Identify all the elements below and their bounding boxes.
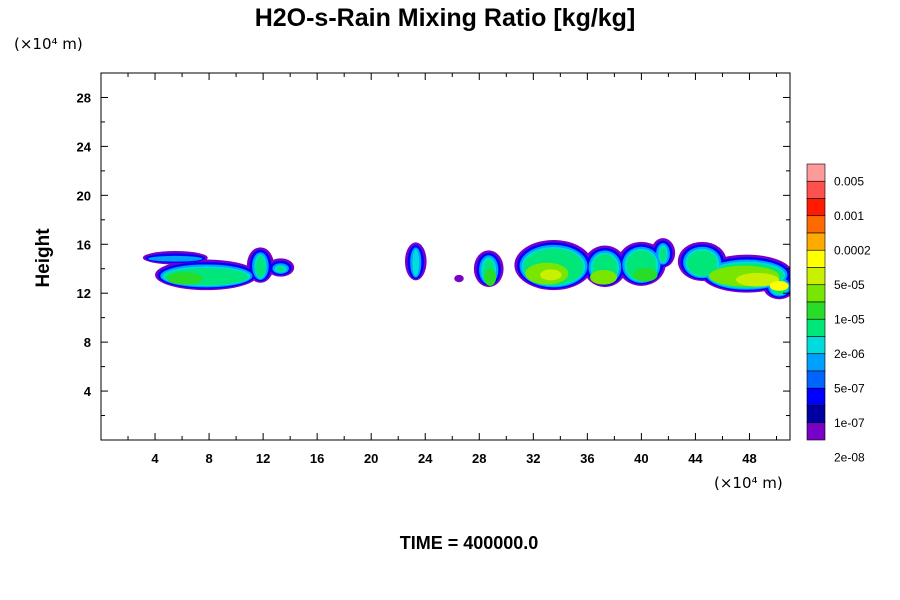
y-tick-label: 20 <box>77 188 91 203</box>
time-label: TIME = 400000.0 <box>400 533 539 553</box>
contour-cell <box>660 246 666 263</box>
legend-swatch <box>806 370 826 389</box>
x-tick-label: 24 <box>418 451 433 466</box>
contour-core <box>540 269 562 281</box>
legend-swatch <box>806 163 826 182</box>
legend-label: 5e-07 <box>834 381 865 395</box>
legend-label: 1e-07 <box>834 416 865 430</box>
y-tick-label: 12 <box>77 286 91 301</box>
legend-label: 0.005 <box>834 174 864 188</box>
legend-swatch <box>806 267 826 286</box>
y-tick-label: 4 <box>84 384 92 399</box>
legend-swatch <box>806 284 826 303</box>
x-tick-label: 4 <box>151 451 159 466</box>
legend-label: 2e-08 <box>834 450 865 464</box>
x-tick-label: 20 <box>364 451 378 466</box>
x-unit-label: (×10⁴ m) <box>714 474 783 492</box>
contour-cell <box>454 274 464 283</box>
x-tick-label: 28 <box>472 451 486 466</box>
y-axis-label: Height <box>33 228 54 288</box>
x-tick-label: 36 <box>580 451 594 466</box>
legend-label: 2e-06 <box>834 347 865 361</box>
legend-swatch <box>806 301 826 320</box>
legend-swatch <box>806 318 826 337</box>
legend-label: 0.001 <box>834 209 864 223</box>
contour-cell <box>412 249 420 277</box>
legend-label: 0.0002 <box>834 243 871 257</box>
x-tick-label: 12 <box>256 451 270 466</box>
contour-cell <box>687 250 718 276</box>
contour-core <box>633 268 658 282</box>
color-legend: 0.005 0.001 0.0002 5e-05 1e-05 2e-06 5e-07 1e-0… <box>806 163 871 464</box>
x-tick-label: 8 <box>205 451 212 466</box>
plot-frame <box>100 72 791 441</box>
legend-swatch <box>806 215 826 234</box>
y-tick-label: 28 <box>77 90 91 105</box>
legend-label: 1e-05 <box>834 312 865 326</box>
legend-swatch <box>806 198 826 217</box>
contour-core <box>255 262 266 275</box>
contour-core <box>769 280 789 291</box>
x-tick-label: 48 <box>742 451 756 466</box>
contour-core <box>590 269 618 285</box>
x-tick-label: 16 <box>310 451 324 466</box>
y-tick-label: 8 <box>84 335 91 350</box>
x-tick-label: 40 <box>634 451 648 466</box>
legend-label: 5e-05 <box>834 278 865 292</box>
contour-cell <box>276 267 285 272</box>
legend-swatch <box>806 387 826 406</box>
legend-swatch <box>806 180 826 199</box>
y-unit-label: (×10⁴ m) <box>14 35 83 53</box>
chart-title: H2O-s-Rain Mixing Ratio [kg/kg] <box>255 4 636 32</box>
rain-field <box>142 238 790 300</box>
legend-swatch <box>806 336 826 355</box>
contour-core <box>167 272 203 285</box>
contour-cores <box>167 262 789 291</box>
contour-core <box>484 268 497 286</box>
y-tick-label: 16 <box>77 237 91 252</box>
x-tick-label: 44 <box>688 451 703 466</box>
contour-cell <box>148 255 203 262</box>
legend-swatch <box>806 232 826 251</box>
x-tick-label: 32 <box>526 451 540 466</box>
legend-swatch <box>806 249 826 268</box>
contour-core <box>735 273 780 287</box>
legend-swatch <box>806 422 826 441</box>
legend-swatch <box>806 405 826 424</box>
y-tick-label: 24 <box>77 139 92 154</box>
legend-swatch <box>806 353 826 372</box>
